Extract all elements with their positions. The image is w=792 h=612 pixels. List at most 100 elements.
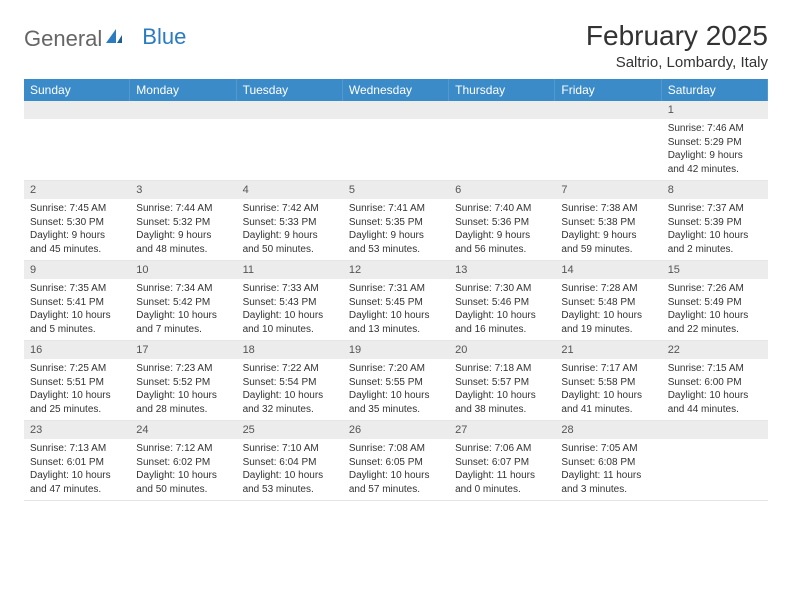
daylight-text: Daylight: 9 hours and 45 minutes. bbox=[30, 229, 124, 256]
day-number: 19 bbox=[343, 341, 449, 359]
week-row: 1Sunrise: 7:46 AMSunset: 5:29 PMDaylight… bbox=[24, 101, 768, 181]
day-cell bbox=[555, 101, 661, 180]
sunset-text: Sunset: 6:00 PM bbox=[668, 376, 762, 390]
daylight-text: Daylight: 9 hours and 50 minutes. bbox=[243, 229, 337, 256]
sunrise-text: Sunrise: 7:31 AM bbox=[349, 282, 443, 296]
day-number: 5 bbox=[343, 181, 449, 199]
day-header: Friday bbox=[555, 79, 661, 101]
day-number: 15 bbox=[662, 261, 768, 279]
day-number: 11 bbox=[237, 261, 343, 279]
day-number: 10 bbox=[130, 261, 236, 279]
day-number: 18 bbox=[237, 341, 343, 359]
day-cell: 16Sunrise: 7:25 AMSunset: 5:51 PMDayligh… bbox=[24, 341, 130, 420]
day-number: 2 bbox=[24, 181, 130, 199]
day-number bbox=[449, 101, 555, 119]
day-number: 9 bbox=[24, 261, 130, 279]
day-cell bbox=[662, 421, 768, 500]
day-details: Sunrise: 7:46 AMSunset: 5:29 PMDaylight:… bbox=[662, 119, 768, 180]
sunrise-text: Sunrise: 7:37 AM bbox=[668, 202, 762, 216]
daylight-text: Daylight: 9 hours and 42 minutes. bbox=[668, 149, 762, 176]
sunset-text: Sunset: 5:32 PM bbox=[136, 216, 230, 230]
sunrise-text: Sunrise: 7:41 AM bbox=[349, 202, 443, 216]
sunset-text: Sunset: 5:29 PM bbox=[668, 136, 762, 150]
day-details: Sunrise: 7:06 AMSunset: 6:07 PMDaylight:… bbox=[449, 439, 555, 500]
sunrise-text: Sunrise: 7:06 AM bbox=[455, 442, 549, 456]
day-details: Sunrise: 7:34 AMSunset: 5:42 PMDaylight:… bbox=[130, 279, 236, 340]
daylight-text: Daylight: 10 hours and 38 minutes. bbox=[455, 389, 549, 416]
sunset-text: Sunset: 5:57 PM bbox=[455, 376, 549, 390]
week-row: 16Sunrise: 7:25 AMSunset: 5:51 PMDayligh… bbox=[24, 341, 768, 421]
sunrise-text: Sunrise: 7:17 AM bbox=[561, 362, 655, 376]
week-row: 23Sunrise: 7:13 AMSunset: 6:01 PMDayligh… bbox=[24, 421, 768, 501]
daylight-text: Daylight: 10 hours and 25 minutes. bbox=[30, 389, 124, 416]
sunrise-text: Sunrise: 7:15 AM bbox=[668, 362, 762, 376]
day-details: Sunrise: 7:40 AMSunset: 5:36 PMDaylight:… bbox=[449, 199, 555, 260]
daylight-text: Daylight: 11 hours and 3 minutes. bbox=[561, 469, 655, 496]
location: Saltrio, Lombardy, Italy bbox=[586, 54, 768, 71]
sunrise-text: Sunrise: 7:26 AM bbox=[668, 282, 762, 296]
day-details: Sunrise: 7:35 AMSunset: 5:41 PMDaylight:… bbox=[24, 279, 130, 340]
day-number: 17 bbox=[130, 341, 236, 359]
day-number bbox=[343, 101, 449, 119]
day-details: Sunrise: 7:45 AMSunset: 5:30 PMDaylight:… bbox=[24, 199, 130, 260]
sunset-text: Sunset: 5:51 PM bbox=[30, 376, 124, 390]
day-number: 3 bbox=[130, 181, 236, 199]
day-cell: 11Sunrise: 7:33 AMSunset: 5:43 PMDayligh… bbox=[237, 261, 343, 340]
daylight-text: Daylight: 10 hours and 32 minutes. bbox=[243, 389, 337, 416]
day-cell: 6Sunrise: 7:40 AMSunset: 5:36 PMDaylight… bbox=[449, 181, 555, 260]
daylight-text: Daylight: 10 hours and 28 minutes. bbox=[136, 389, 230, 416]
daylight-text: Daylight: 10 hours and 7 minutes. bbox=[136, 309, 230, 336]
day-number: 25 bbox=[237, 421, 343, 439]
sunrise-text: Sunrise: 7:42 AM bbox=[243, 202, 337, 216]
sunset-text: Sunset: 5:33 PM bbox=[243, 216, 337, 230]
day-details: Sunrise: 7:15 AMSunset: 6:00 PMDaylight:… bbox=[662, 359, 768, 420]
day-number: 20 bbox=[449, 341, 555, 359]
day-header: Sunday bbox=[24, 79, 130, 101]
title-block: February 2025 Saltrio, Lombardy, Italy bbox=[586, 20, 768, 71]
daylight-text: Daylight: 10 hours and 19 minutes. bbox=[561, 309, 655, 336]
sunrise-text: Sunrise: 7:20 AM bbox=[349, 362, 443, 376]
day-cell: 18Sunrise: 7:22 AMSunset: 5:54 PMDayligh… bbox=[237, 341, 343, 420]
day-details: Sunrise: 7:38 AMSunset: 5:38 PMDaylight:… bbox=[555, 199, 661, 260]
calendar: Sunday Monday Tuesday Wednesday Thursday… bbox=[24, 79, 768, 501]
sunset-text: Sunset: 5:48 PM bbox=[561, 296, 655, 310]
sunset-text: Sunset: 5:58 PM bbox=[561, 376, 655, 390]
day-cell: 12Sunrise: 7:31 AMSunset: 5:45 PMDayligh… bbox=[343, 261, 449, 340]
day-cell: 9Sunrise: 7:35 AMSunset: 5:41 PMDaylight… bbox=[24, 261, 130, 340]
day-details: Sunrise: 7:05 AMSunset: 6:08 PMDaylight:… bbox=[555, 439, 661, 500]
week-row: 2Sunrise: 7:45 AMSunset: 5:30 PMDaylight… bbox=[24, 181, 768, 261]
day-cell: 5Sunrise: 7:41 AMSunset: 5:35 PMDaylight… bbox=[343, 181, 449, 260]
daylight-text: Daylight: 10 hours and 57 minutes. bbox=[349, 469, 443, 496]
sunrise-text: Sunrise: 7:35 AM bbox=[30, 282, 124, 296]
day-details: Sunrise: 7:30 AMSunset: 5:46 PMDaylight:… bbox=[449, 279, 555, 340]
day-details: Sunrise: 7:22 AMSunset: 5:54 PMDaylight:… bbox=[237, 359, 343, 420]
sunset-text: Sunset: 5:30 PM bbox=[30, 216, 124, 230]
day-number: 16 bbox=[24, 341, 130, 359]
sunrise-text: Sunrise: 7:23 AM bbox=[136, 362, 230, 376]
day-details: Sunrise: 7:28 AMSunset: 5:48 PMDaylight:… bbox=[555, 279, 661, 340]
day-details: Sunrise: 7:26 AMSunset: 5:49 PMDaylight:… bbox=[662, 279, 768, 340]
sunrise-text: Sunrise: 7:10 AM bbox=[243, 442, 337, 456]
day-header-row: Sunday Monday Tuesday Wednesday Thursday… bbox=[24, 79, 768, 101]
sunrise-text: Sunrise: 7:38 AM bbox=[561, 202, 655, 216]
sunrise-text: Sunrise: 7:33 AM bbox=[243, 282, 337, 296]
day-details: Sunrise: 7:42 AMSunset: 5:33 PMDaylight:… bbox=[237, 199, 343, 260]
daylight-text: Daylight: 10 hours and 53 minutes. bbox=[243, 469, 337, 496]
logo-sail-icon bbox=[104, 25, 124, 51]
daylight-text: Daylight: 9 hours and 56 minutes. bbox=[455, 229, 549, 256]
day-cell: 15Sunrise: 7:26 AMSunset: 5:49 PMDayligh… bbox=[662, 261, 768, 340]
month-title: February 2025 bbox=[586, 20, 768, 52]
sunset-text: Sunset: 5:46 PM bbox=[455, 296, 549, 310]
day-number: 22 bbox=[662, 341, 768, 359]
daylight-text: Daylight: 11 hours and 0 minutes. bbox=[455, 469, 549, 496]
sunrise-text: Sunrise: 7:05 AM bbox=[561, 442, 655, 456]
sunset-text: Sunset: 6:05 PM bbox=[349, 456, 443, 470]
day-number bbox=[555, 101, 661, 119]
day-details: Sunrise: 7:37 AMSunset: 5:39 PMDaylight:… bbox=[662, 199, 768, 260]
day-cell: 23Sunrise: 7:13 AMSunset: 6:01 PMDayligh… bbox=[24, 421, 130, 500]
sunrise-text: Sunrise: 7:30 AM bbox=[455, 282, 549, 296]
sunset-text: Sunset: 5:55 PM bbox=[349, 376, 443, 390]
daylight-text: Daylight: 10 hours and 13 minutes. bbox=[349, 309, 443, 336]
day-details: Sunrise: 7:33 AMSunset: 5:43 PMDaylight:… bbox=[237, 279, 343, 340]
day-details: Sunrise: 7:13 AMSunset: 6:01 PMDaylight:… bbox=[24, 439, 130, 500]
